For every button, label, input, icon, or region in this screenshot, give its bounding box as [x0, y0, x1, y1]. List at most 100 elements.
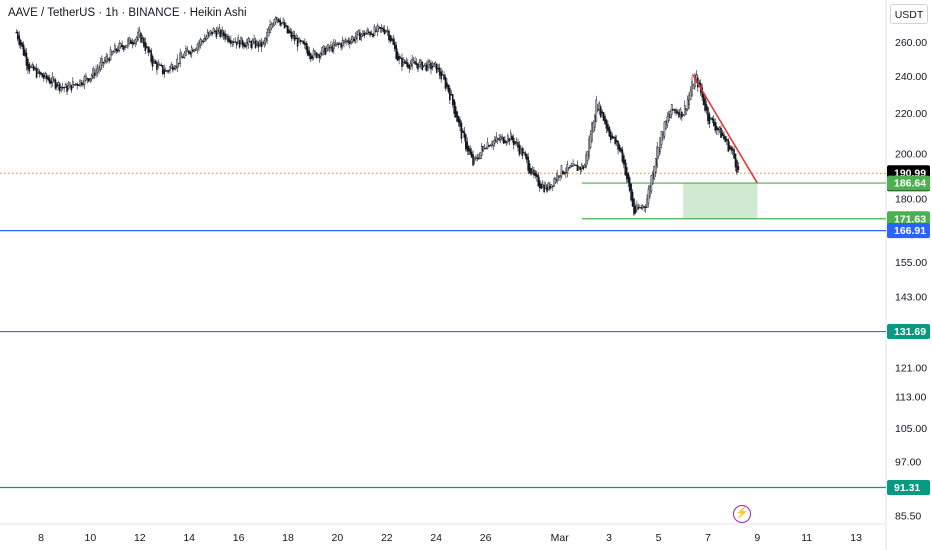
- candle: [272, 23, 274, 27]
- candle: [678, 112, 680, 118]
- candle: [726, 138, 728, 141]
- candle: [15, 31, 18, 34]
- candle: [311, 55, 313, 60]
- candle: [99, 62, 102, 70]
- candle: [536, 173, 538, 177]
- candle: [714, 122, 717, 131]
- candle: [59, 83, 61, 92]
- candle: [354, 36, 357, 41]
- candle: [205, 36, 208, 40]
- candle: [473, 157, 476, 160]
- candle: [102, 61, 105, 64]
- candle: [653, 166, 656, 179]
- candle: [422, 65, 425, 67]
- candle: [440, 71, 442, 80]
- candle: [330, 44, 332, 49]
- candle: [276, 17, 279, 20]
- x-tick-label: 24: [430, 532, 442, 544]
- candle: [64, 84, 67, 88]
- candle: [415, 62, 418, 66]
- y-tick-label: 240.00: [895, 71, 927, 83]
- candle: [507, 135, 509, 143]
- candle: [66, 85, 68, 92]
- candle: [260, 42, 263, 48]
- candle: [625, 167, 628, 180]
- candle: [495, 136, 498, 142]
- candle: [382, 27, 384, 32]
- candle: [573, 164, 576, 166]
- candle: [292, 35, 295, 37]
- candle: [550, 184, 553, 188]
- candle: [512, 137, 515, 145]
- candle: [441, 74, 444, 76]
- candle: [57, 82, 60, 86]
- candle: [263, 40, 266, 44]
- candle: [89, 77, 92, 81]
- candle: [370, 33, 373, 35]
- candle: [663, 121, 666, 137]
- candle: [301, 40, 303, 42]
- price-label-tag: [887, 211, 930, 227]
- candle: [101, 58, 103, 66]
- candle: [172, 66, 174, 71]
- candle: [340, 43, 342, 48]
- trendline[interactable]: [691, 73, 758, 184]
- candle: [296, 38, 299, 47]
- y-tick-label: 85.50: [895, 510, 921, 522]
- candle: [321, 47, 324, 56]
- candle: [634, 206, 637, 214]
- candle: [170, 64, 173, 69]
- candle: [398, 55, 400, 60]
- candle: [607, 123, 609, 131]
- candle: [156, 62, 158, 71]
- candle: [208, 31, 210, 36]
- candle: [482, 145, 484, 151]
- candle: [105, 56, 108, 62]
- candle: [121, 44, 123, 48]
- candle: [127, 39, 129, 47]
- candle: [705, 104, 708, 111]
- candle: [269, 24, 271, 33]
- candle: [386, 30, 389, 32]
- candle: [618, 144, 621, 151]
- candle: [588, 138, 590, 157]
- x-tick-label: 12: [134, 532, 146, 544]
- currency-unit-button[interactable]: USDT: [890, 4, 928, 24]
- candle: [40, 72, 42, 75]
- y-tick-label: 260.00: [895, 37, 927, 49]
- x-tick-label: 22: [381, 532, 393, 544]
- candle: [505, 141, 508, 143]
- candle: [437, 67, 440, 70]
- candle: [617, 140, 619, 150]
- price-label-tag: [887, 223, 930, 239]
- candle: [362, 30, 364, 36]
- candle: [331, 46, 334, 52]
- candle: [467, 146, 470, 152]
- candle: [469, 148, 471, 155]
- candle: [353, 38, 355, 42]
- candle: [315, 52, 318, 58]
- candle: [302, 40, 305, 45]
- candle: [51, 76, 54, 83]
- candle: [76, 83, 79, 86]
- candle: [19, 39, 22, 46]
- candle: [533, 170, 535, 176]
- candle: [466, 141, 469, 152]
- candle: [430, 62, 432, 70]
- candle: [299, 39, 302, 42]
- candle: [409, 63, 412, 68]
- candle: [472, 154, 474, 166]
- candle: [137, 32, 139, 40]
- candle: [627, 172, 630, 183]
- candle: [363, 32, 366, 36]
- candle: [679, 108, 682, 115]
- target-zone[interactable]: [683, 183, 758, 219]
- candle: [18, 35, 20, 45]
- candle: [108, 58, 110, 62]
- candle: [305, 43, 308, 51]
- bolt-icon[interactable]: ⚡: [733, 505, 751, 523]
- candle: [96, 68, 99, 73]
- candle: [196, 44, 199, 50]
- candle: [291, 31, 293, 39]
